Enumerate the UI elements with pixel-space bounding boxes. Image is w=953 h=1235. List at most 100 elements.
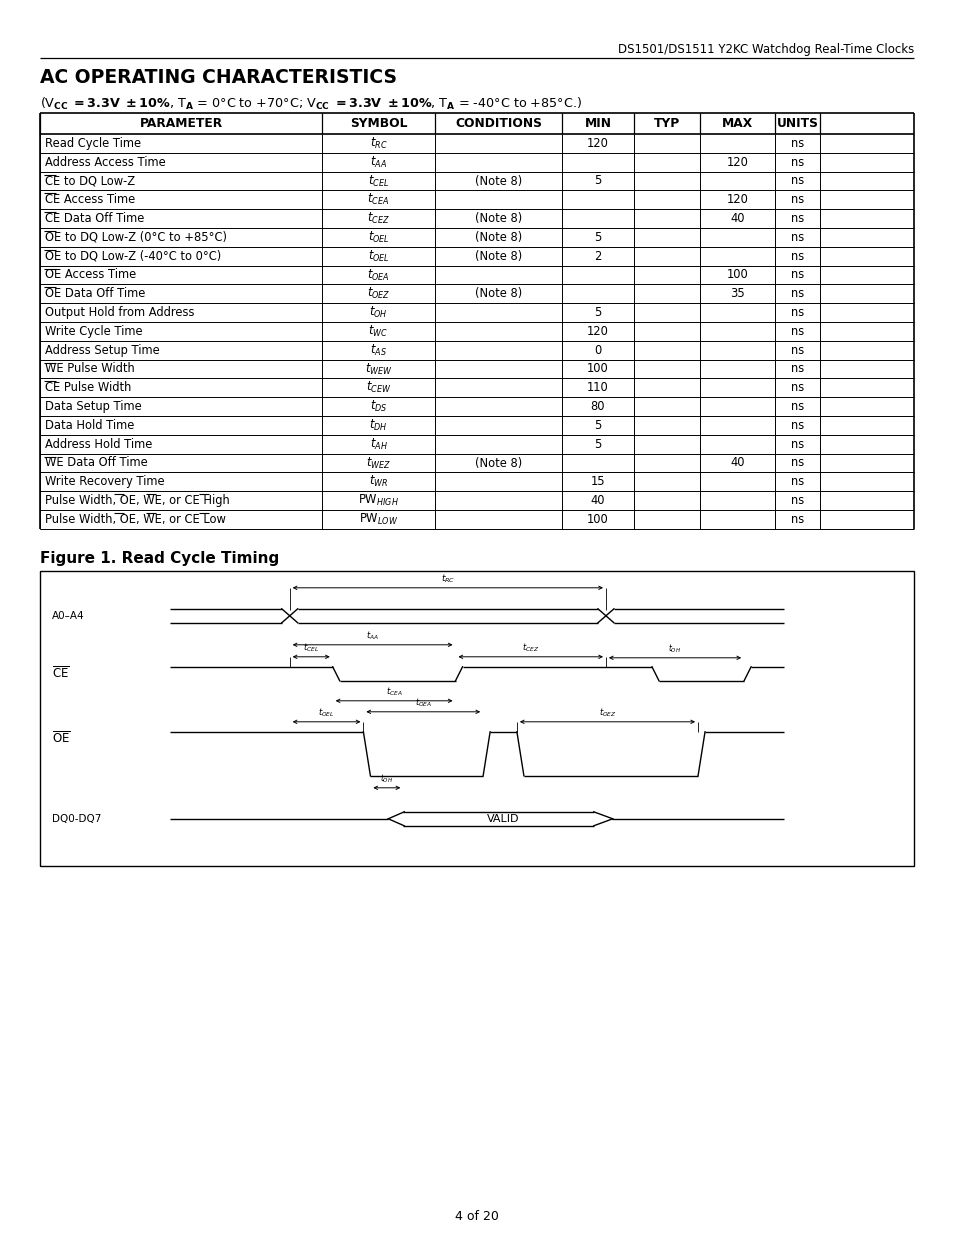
Text: PW$_{LOW}$: PW$_{LOW}$ <box>358 511 397 527</box>
Text: $t_{CEA}$: $t_{CEA}$ <box>385 685 402 698</box>
Text: $t_{WC}$: $t_{WC}$ <box>368 324 388 338</box>
Text: OE to DQ Low-Z (0°C to +85°C): OE to DQ Low-Z (0°C to +85°C) <box>45 231 227 243</box>
Text: ns: ns <box>790 419 803 432</box>
Text: 120: 120 <box>586 137 608 149</box>
Text: OE to DQ Low-Z (-40°C to 0°C): OE to DQ Low-Z (-40°C to 0°C) <box>45 249 221 263</box>
Text: 110: 110 <box>586 382 608 394</box>
Text: Address Setup Time: Address Setup Time <box>45 343 159 357</box>
Text: 80: 80 <box>590 400 604 412</box>
Text: 35: 35 <box>729 288 744 300</box>
Text: PW$_{HIGH}$: PW$_{HIGH}$ <box>357 493 398 508</box>
Text: ns: ns <box>790 437 803 451</box>
Text: DQ0-DQ7: DQ0-DQ7 <box>52 814 101 824</box>
Text: WE Pulse Width: WE Pulse Width <box>45 363 134 375</box>
Text: (Note 8): (Note 8) <box>475 174 521 188</box>
Text: 100: 100 <box>586 363 608 375</box>
Text: 15: 15 <box>590 475 604 488</box>
Text: ns: ns <box>790 325 803 338</box>
Text: ns: ns <box>790 212 803 225</box>
Text: (Note 8): (Note 8) <box>475 249 521 263</box>
Text: $t_{CEA}$: $t_{CEA}$ <box>367 193 389 207</box>
Text: $t_{RC}$: $t_{RC}$ <box>369 136 387 151</box>
Text: $t_{OEL}$: $t_{OEL}$ <box>367 230 389 245</box>
Text: ns: ns <box>790 494 803 508</box>
Text: CE to DQ Low-Z: CE to DQ Low-Z <box>45 174 135 188</box>
Text: VALID: VALID <box>487 814 519 824</box>
Text: Data Hold Time: Data Hold Time <box>45 419 134 432</box>
Text: $t_{OEA}$: $t_{OEA}$ <box>367 268 390 283</box>
Text: 100: 100 <box>586 513 608 526</box>
Text: Address Access Time: Address Access Time <box>45 156 166 169</box>
Text: CE Data Off Time: CE Data Off Time <box>45 212 144 225</box>
Text: AC OPERATING CHARACTERISTICS: AC OPERATING CHARACTERISTICS <box>40 68 396 86</box>
Text: $t_{WEZ}$: $t_{WEZ}$ <box>366 456 391 471</box>
Text: 2: 2 <box>594 249 601 263</box>
Text: ns: ns <box>790 400 803 412</box>
Text: CONDITIONS: CONDITIONS <box>455 117 541 130</box>
Text: ns: ns <box>790 363 803 375</box>
Text: $t_{OEZ}$: $t_{OEZ}$ <box>366 287 390 301</box>
Text: WE Data Off Time: WE Data Off Time <box>45 457 148 469</box>
Text: $t_{WEW}$: $t_{WEW}$ <box>364 362 392 377</box>
Text: UNITS: UNITS <box>776 117 818 130</box>
Text: ns: ns <box>790 194 803 206</box>
Text: Figure 1. Read Cycle Timing: Figure 1. Read Cycle Timing <box>40 551 279 566</box>
Text: (Note 8): (Note 8) <box>475 212 521 225</box>
Text: ns: ns <box>790 382 803 394</box>
Text: $t_{AA}$: $t_{AA}$ <box>366 630 378 642</box>
Text: Data Setup Time: Data Setup Time <box>45 400 142 412</box>
Text: Write Cycle Time: Write Cycle Time <box>45 325 143 338</box>
Text: 5: 5 <box>594 231 601 243</box>
Text: ns: ns <box>790 268 803 282</box>
Text: 120: 120 <box>726 156 748 169</box>
Text: $t_{CEZ}$: $t_{CEZ}$ <box>521 641 538 653</box>
Text: 120: 120 <box>586 325 608 338</box>
Text: $t_{RC}$: $t_{RC}$ <box>440 572 455 585</box>
Text: SYMBOL: SYMBOL <box>350 117 407 130</box>
Text: $t_{WR}$: $t_{WR}$ <box>369 474 388 489</box>
Text: $t_{OEA}$: $t_{OEA}$ <box>415 697 432 709</box>
Text: $t_{CEL}$: $t_{CEL}$ <box>368 173 389 189</box>
Text: 5: 5 <box>594 419 601 432</box>
Text: CE Access Time: CE Access Time <box>45 194 135 206</box>
Text: ns: ns <box>790 513 803 526</box>
Text: A0–A4: A0–A4 <box>52 611 85 621</box>
Text: $t_{CEL}$: $t_{CEL}$ <box>303 641 319 653</box>
Text: $t_{DH}$: $t_{DH}$ <box>369 417 387 433</box>
Text: Read Cycle Time: Read Cycle Time <box>45 137 141 149</box>
Text: CE Pulse Width: CE Pulse Width <box>45 382 132 394</box>
Text: $t_{AS}$: $t_{AS}$ <box>370 342 387 358</box>
Text: 40: 40 <box>590 494 604 508</box>
Text: $t_{OEL}$: $t_{OEL}$ <box>367 248 389 264</box>
Text: 120: 120 <box>726 194 748 206</box>
Text: 4 of 20: 4 of 20 <box>455 1210 498 1223</box>
Text: 100: 100 <box>726 268 747 282</box>
Text: Address Hold Time: Address Hold Time <box>45 437 152 451</box>
Text: TYP: TYP <box>653 117 679 130</box>
Text: ns: ns <box>790 137 803 149</box>
Text: ns: ns <box>790 174 803 188</box>
Text: Output Hold from Address: Output Hold from Address <box>45 306 194 319</box>
Text: PARAMETER: PARAMETER <box>139 117 222 130</box>
Text: OE Data Off Time: OE Data Off Time <box>45 288 145 300</box>
Text: (Note 8): (Note 8) <box>475 457 521 469</box>
Text: ns: ns <box>790 156 803 169</box>
Text: (Note 8): (Note 8) <box>475 231 521 243</box>
Text: $t_{OH}$: $t_{OH}$ <box>668 642 680 655</box>
Text: 5: 5 <box>594 306 601 319</box>
Text: $t_{CEZ}$: $t_{CEZ}$ <box>367 211 390 226</box>
Text: ns: ns <box>790 475 803 488</box>
Text: Pulse Width, OE, WE, or CE High: Pulse Width, OE, WE, or CE High <box>45 494 230 508</box>
Text: $\overline{\mathrm{OE}}$: $\overline{\mathrm{OE}}$ <box>52 731 71 747</box>
Text: Write Recovery Time: Write Recovery Time <box>45 475 165 488</box>
Text: $t_{OEL}$: $t_{OEL}$ <box>318 706 335 719</box>
Text: ns: ns <box>790 231 803 243</box>
Text: ns: ns <box>790 288 803 300</box>
Text: 0: 0 <box>594 343 601 357</box>
Text: ns: ns <box>790 457 803 469</box>
Text: OE Access Time: OE Access Time <box>45 268 136 282</box>
Text: $t_{OH}$: $t_{OH}$ <box>380 772 393 784</box>
Text: ns: ns <box>790 306 803 319</box>
Text: $t_{AA}$: $t_{AA}$ <box>370 154 387 169</box>
Text: $t_{OEZ}$: $t_{OEZ}$ <box>598 706 616 719</box>
